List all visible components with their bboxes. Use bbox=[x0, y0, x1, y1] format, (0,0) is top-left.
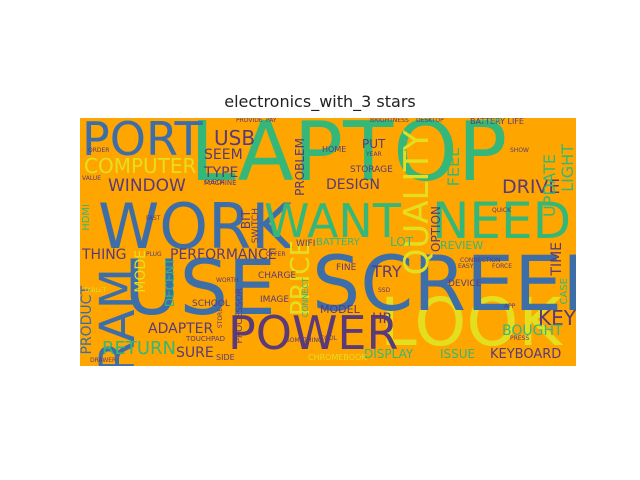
cloud-word: CHROMEBOOK bbox=[308, 353, 367, 362]
cloud-word: PUT bbox=[362, 137, 386, 151]
cloud-word: LAPTOP bbox=[190, 118, 508, 200]
cloud-word: BOUGHT bbox=[502, 323, 563, 339]
cloud-word: TOUCHPAD bbox=[186, 335, 226, 343]
cloud-word: SWITCH bbox=[251, 208, 261, 244]
cloud-word: PRESS bbox=[510, 335, 530, 342]
cloud-word: CONNECT bbox=[301, 278, 310, 318]
cloud-word: EASY bbox=[458, 263, 474, 270]
cloud-word: IMAGE bbox=[260, 295, 290, 305]
cloud-word: POWER bbox=[228, 306, 399, 360]
cloud-word: DESIGN bbox=[326, 177, 380, 193]
cloud-word: QUICK bbox=[492, 207, 512, 214]
cloud-word: ISSUE bbox=[440, 347, 476, 361]
cloud-word: DESKTOP bbox=[416, 118, 444, 124]
cloud-word: REVIEW bbox=[440, 239, 484, 252]
cloud-word: USB bbox=[214, 126, 256, 150]
cloud-word: SEEM bbox=[204, 147, 243, 163]
cloud-word: COMPUTER bbox=[84, 154, 197, 178]
cloud-word: OFFER bbox=[266, 251, 286, 258]
cloud-word: TYPE bbox=[204, 165, 239, 181]
cloud-word: CHECK bbox=[204, 179, 225, 186]
cloud-word: KEYBOARD bbox=[490, 347, 562, 362]
cloud-word: YEAR bbox=[366, 151, 382, 158]
cloud-word: STORAGE bbox=[350, 165, 393, 175]
cloud-word: DECENT bbox=[163, 258, 177, 308]
cloud-word: LIGHT bbox=[558, 144, 576, 192]
cloud-word: SCREEN bbox=[312, 239, 576, 328]
cloud-word: BRIGHTNESS bbox=[370, 118, 409, 124]
cloud-word: HDMI bbox=[81, 204, 92, 231]
cloud-word: QUALITY bbox=[397, 130, 437, 276]
cloud-word: COOL bbox=[320, 335, 337, 342]
cloud-word: FAST bbox=[146, 215, 161, 222]
cloud-word: RETURN bbox=[102, 338, 177, 359]
cloud-word: WORK bbox=[98, 190, 292, 263]
cloud-word: USE bbox=[124, 243, 276, 332]
cloud-word: PERFORMANCE bbox=[170, 247, 277, 263]
cloud-word: PROCESSOR bbox=[235, 288, 245, 344]
cloud-word: ADAPTER bbox=[148, 321, 214, 337]
cloud-word: STORE bbox=[217, 308, 224, 329]
cloud-word: WANT bbox=[264, 194, 401, 248]
cloud-word: HP bbox=[372, 311, 391, 327]
cloud-word: BATTERY bbox=[316, 237, 360, 248]
cloud-word: APP bbox=[504, 303, 516, 310]
cloud-word: DRIVE bbox=[502, 176, 561, 198]
cloud-word: SHOW bbox=[510, 147, 529, 154]
cloud-word: MODEL bbox=[320, 303, 360, 316]
cloud-word: KEY bbox=[538, 306, 576, 330]
cloud-word: PORT bbox=[82, 118, 203, 166]
cloud-word: MACHINE bbox=[204, 179, 237, 187]
cloud-word: WORTH bbox=[216, 277, 239, 284]
cloud-word: PRODUCT bbox=[80, 286, 95, 355]
cloud-word: FEEL bbox=[444, 148, 463, 187]
cloud-word: FORCE bbox=[492, 263, 513, 270]
cloud-word: CONNECTION bbox=[460, 257, 501, 264]
cloud-word: TRY bbox=[372, 262, 402, 281]
cloud-word: DEVICE bbox=[448, 279, 482, 289]
cloud-word: BATTERY LIFE bbox=[470, 118, 524, 126]
cloud-word: FINE bbox=[336, 263, 357, 273]
cloud-word: PAY bbox=[266, 118, 277, 124]
chart-title: electronics_with_3 stars bbox=[224, 92, 416, 111]
cloud-word: TABLET bbox=[84, 287, 107, 294]
cloud-word: SIDE bbox=[216, 353, 235, 362]
cloud-word: HOME bbox=[322, 145, 347, 154]
cloud-word: TIME bbox=[549, 242, 565, 276]
cloud-word: ORDER bbox=[88, 147, 110, 154]
cloud-word: WIFI bbox=[296, 239, 316, 249]
cloud-word: LOT bbox=[390, 235, 414, 249]
cloud-word: CASE bbox=[559, 278, 570, 305]
cloud-word: SSD bbox=[378, 287, 391, 294]
cloud-word: NEED bbox=[432, 192, 572, 250]
cloud-word: GAME bbox=[482, 118, 503, 125]
cloud-word: LOOK bbox=[380, 284, 562, 361]
cloud-word: PROBLEM bbox=[293, 138, 307, 196]
cloud-word: SOMETHING bbox=[286, 337, 323, 344]
cloud-word: PLUG bbox=[146, 251, 162, 258]
cloud-word: DRAWER bbox=[90, 357, 117, 364]
cloud-word: SCHOOL bbox=[192, 299, 230, 309]
cloud-word: WINDOW bbox=[108, 176, 186, 196]
cloud-word: PROVIDE bbox=[236, 118, 263, 124]
cloud-word: VALUE bbox=[82, 175, 102, 182]
cloud-word: UPDATE bbox=[540, 154, 559, 217]
cloud-word: CHARGE bbox=[258, 271, 297, 281]
cloud-word: SURE bbox=[176, 345, 214, 361]
cloud-word: DISPLAY bbox=[364, 347, 414, 361]
cloud-word: THING bbox=[82, 247, 127, 263]
